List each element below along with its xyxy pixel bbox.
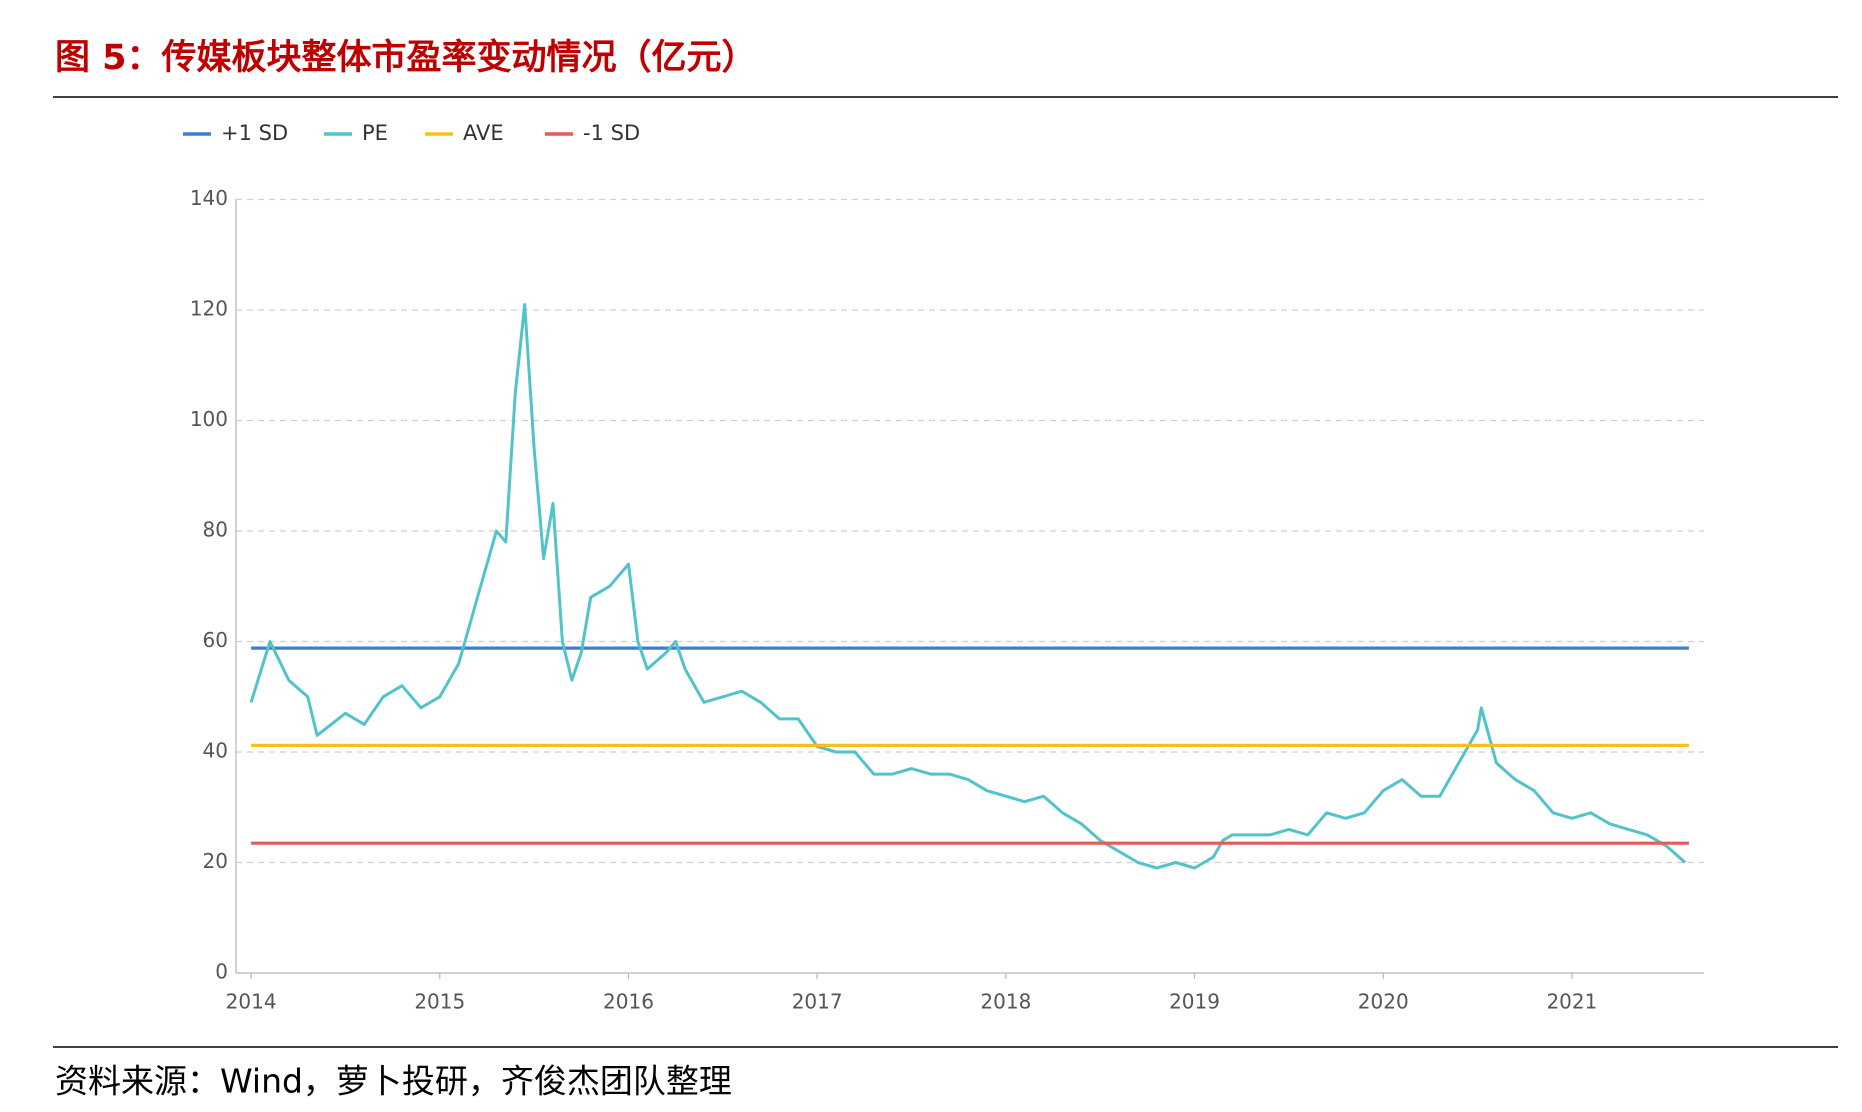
y-tick-label: 120 (190, 297, 228, 321)
x-tick-label: 2018 (980, 990, 1031, 1014)
x-tick-label: 2015 (414, 990, 465, 1014)
series-line (249, 303, 1687, 870)
x-tick-label: 2014 (226, 990, 277, 1014)
x-tick-label: 2021 (1546, 990, 1597, 1014)
y-tick-label: 0 (215, 960, 228, 984)
y-tick-label: 140 (190, 186, 228, 210)
legend-label: +1 SD (221, 121, 288, 145)
legend-label: AVE (463, 121, 504, 145)
x-tick-label: 2016 (603, 990, 654, 1014)
y-tick-label: 100 (190, 407, 228, 431)
x-tick-label: 2019 (1169, 990, 1220, 1014)
legend-label: PE (362, 121, 388, 145)
y-tick-label: 40 (203, 739, 228, 763)
legend-label: -1 SD (583, 121, 640, 145)
y-tick-label: 20 (203, 849, 228, 873)
y-tick-label: 60 (203, 628, 228, 652)
x-tick-label: 2017 (792, 990, 843, 1014)
chart-title: 图 5：传媒板块整体市盈率变动情况（亿元） (55, 38, 757, 78)
y-tick-label: 80 (203, 518, 228, 542)
x-tick-label: 2020 (1358, 990, 1409, 1014)
source-note: 资料来源：Wind，萝卜投研，齐俊杰团队整理 (55, 1062, 732, 1101)
